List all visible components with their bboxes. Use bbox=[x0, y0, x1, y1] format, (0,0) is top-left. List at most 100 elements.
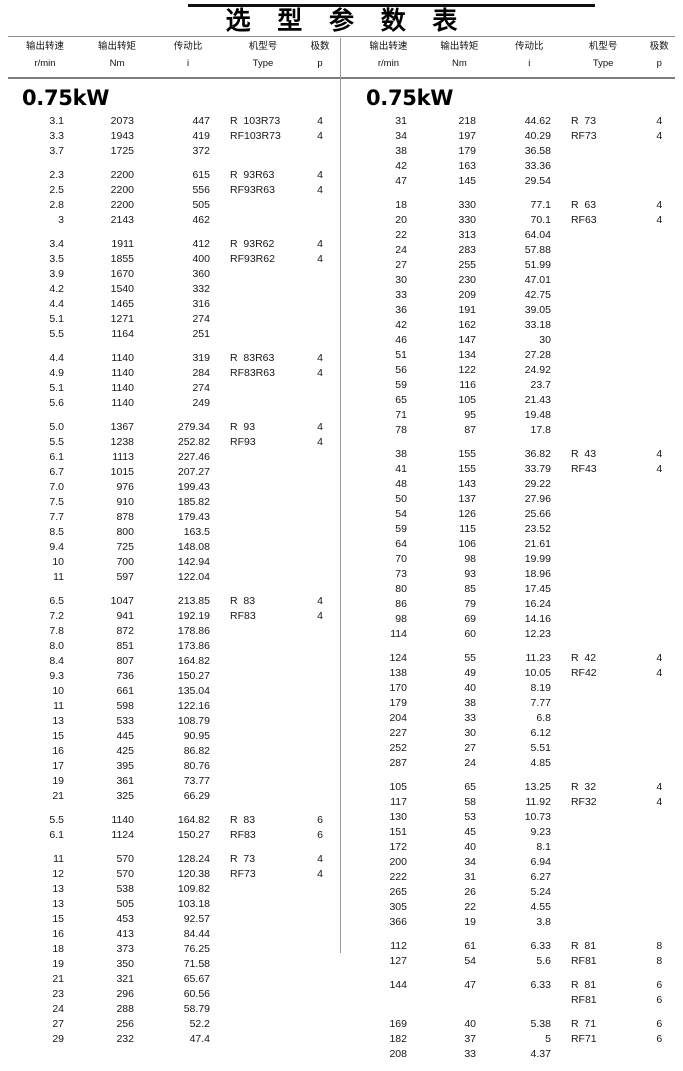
table-row: 51 134 27.28 bbox=[352, 348, 677, 363]
cell-ratio: 80.76 bbox=[183, 760, 210, 772]
cell-output-torque: 1540 bbox=[110, 283, 134, 295]
spec-block: 4.4 1140 319 R 83R63 4 4.9 1140 284 RF83R63 4 5.1 1… bbox=[8, 351, 338, 411]
cell-ratio: 66.29 bbox=[183, 790, 210, 802]
table-row: 27 255 51.99 bbox=[352, 258, 677, 273]
cell-ratio bbox=[494, 993, 565, 1008]
table-row: 54 126 25.66 bbox=[352, 507, 677, 522]
cell-output-torque: 598 bbox=[116, 700, 134, 712]
cell-poles bbox=[642, 318, 677, 333]
cell-type bbox=[565, 288, 642, 303]
cell-output-torque: 155 bbox=[458, 448, 477, 460]
cell-output-torque: 65 bbox=[464, 781, 477, 793]
cell-output-speed: 70 bbox=[395, 553, 407, 565]
cell-poles bbox=[642, 612, 677, 627]
cell-ratio: 199.43 bbox=[177, 481, 210, 493]
column-header-right: 输出转速 r/min 输出转矩 Nm 传动比 i 机型号 Type 极数 p bbox=[352, 40, 677, 76]
cell-ratio: 51.99 bbox=[524, 259, 551, 271]
cell-output-speed: 19 bbox=[52, 775, 64, 787]
cell-output-torque: 31 bbox=[464, 871, 477, 883]
cell-output-speed: 10 bbox=[52, 556, 64, 568]
cell-poles bbox=[642, 408, 677, 423]
cell-ratio: 108.79 bbox=[177, 715, 210, 727]
cell-type bbox=[224, 744, 302, 759]
cell-ratio: 274 bbox=[192, 382, 210, 394]
table-row: 7.5 910 185.82 bbox=[8, 495, 338, 510]
cell-poles bbox=[642, 522, 677, 537]
cell-output-torque: 155 bbox=[458, 463, 477, 475]
cell-output-torque: 218 bbox=[458, 115, 477, 127]
table-row: 8.4 807 164.82 bbox=[8, 654, 338, 669]
header-poles-unit: p bbox=[656, 57, 662, 69]
title-bottom-rule bbox=[8, 36, 675, 37]
cell-output-torque: 373 bbox=[116, 943, 134, 955]
cell-type bbox=[565, 1047, 642, 1062]
cell-output-torque: 283 bbox=[458, 244, 477, 256]
cell-output-speed: 71 bbox=[395, 409, 407, 421]
cell-output-torque: 93 bbox=[464, 568, 477, 580]
cell-poles: 4 bbox=[317, 115, 323, 127]
cell-ratio: 179.43 bbox=[177, 511, 210, 523]
cell-ratio: 173.86 bbox=[177, 640, 210, 652]
table-row: 13 538 109.82 bbox=[8, 882, 338, 897]
cell-poles: 4 bbox=[317, 868, 323, 880]
cell-poles bbox=[642, 228, 677, 243]
cell-poles bbox=[642, 567, 677, 582]
cell-output-torque: 330 bbox=[458, 199, 477, 211]
cell-type bbox=[224, 570, 302, 585]
spec-block: 31 218 44.62 R 73 4 34 197 40.29 RF73 4 38 179 36.58… bbox=[352, 114, 677, 189]
cell-ratio: 5 bbox=[545, 1033, 551, 1045]
cell-poles: 4 bbox=[656, 652, 663, 664]
cell-output-speed: 13 bbox=[52, 715, 64, 727]
header-output-torque-unit: Nm bbox=[109, 57, 125, 69]
cell-type bbox=[224, 882, 302, 897]
cell-output-torque: 95 bbox=[464, 409, 477, 421]
page-title: 选 型 参 数 表 bbox=[225, 6, 467, 35]
cell-output-speed: 7.2 bbox=[49, 610, 64, 622]
cell-ratio: 90.95 bbox=[183, 730, 210, 742]
cell-type bbox=[224, 525, 302, 540]
cell-output-speed: 3.3 bbox=[49, 130, 64, 142]
cell-output-speed: 19 bbox=[52, 958, 64, 970]
cell-type bbox=[565, 582, 642, 597]
cell-type bbox=[565, 333, 642, 348]
cell-poles bbox=[302, 465, 338, 480]
table-row: 6.1 1113 227.46 bbox=[8, 450, 338, 465]
cell-output-torque: 126 bbox=[458, 508, 477, 520]
cell-output-speed: 6.1 bbox=[49, 829, 64, 841]
cell-ratio: 13.25 bbox=[524, 781, 551, 793]
cell-type bbox=[224, 555, 302, 570]
header-ratio: 传动比 i bbox=[152, 40, 224, 71]
cell-ratio: 36.82 bbox=[524, 448, 551, 460]
cell-poles bbox=[642, 492, 677, 507]
cell-type bbox=[565, 855, 642, 870]
cell-poles: 8 bbox=[656, 940, 663, 952]
cell-output-speed: 9.3 bbox=[49, 670, 64, 682]
cell-ratio: 5.6 bbox=[536, 955, 551, 967]
cell-output-torque: 33 bbox=[464, 1048, 477, 1060]
cell-output-torque: 570 bbox=[116, 853, 134, 865]
cell-ratio: 19.48 bbox=[524, 409, 551, 421]
cell-poles bbox=[642, 915, 677, 930]
table-row: 23 296 60.56 bbox=[8, 987, 338, 1002]
cell-type bbox=[224, 759, 302, 774]
cell-output-torque: 1113 bbox=[112, 451, 134, 463]
cell-poles: 4 bbox=[317, 352, 323, 364]
cell-output-torque: 209 bbox=[458, 289, 477, 301]
table-row: 8.0 851 173.86 bbox=[8, 639, 338, 654]
cell-ratio: 6.33 bbox=[530, 979, 551, 991]
cell-output-speed: 6.1 bbox=[49, 451, 64, 463]
cell-output-speed: 17 bbox=[52, 760, 64, 772]
table-row: 4.9 1140 284 RF83R63 4 bbox=[8, 366, 338, 381]
table-row: 48 143 29.22 bbox=[352, 477, 677, 492]
cell-output-speed: 78 bbox=[395, 424, 407, 436]
cell-type bbox=[565, 810, 642, 825]
cell-output-torque: 872 bbox=[116, 625, 134, 637]
header-ratio-unit: i bbox=[186, 57, 190, 69]
cell-poles bbox=[302, 282, 338, 297]
page-title-bar: 选 型 参 数 表 bbox=[0, 5, 683, 36]
header-ratio-cn: 传动比 bbox=[515, 41, 544, 52]
cell-output-torque: 1238 bbox=[110, 436, 134, 448]
cell-output-speed: 6.5 bbox=[49, 595, 64, 607]
spec-block: 124 55 11.23 R 42 4 138 49 10.05 RF42 4 170 40 8.19 1… bbox=[352, 651, 677, 771]
cell-poles bbox=[302, 669, 338, 684]
